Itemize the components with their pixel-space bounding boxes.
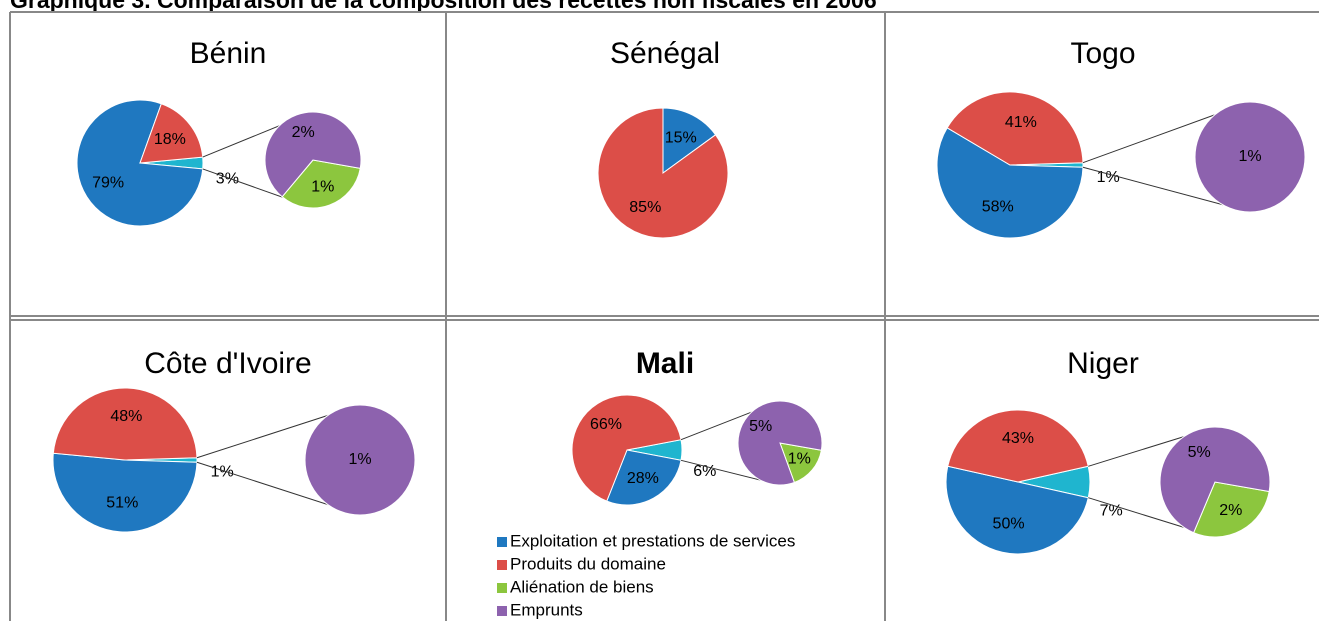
data-label: 6%	[693, 463, 716, 480]
data-label: 50%	[993, 515, 1025, 532]
data-label: 58%	[982, 198, 1014, 215]
data-label: 85%	[629, 199, 661, 216]
pie-slice	[945, 465, 1089, 555]
panel-grid	[9, 11, 1319, 621]
pie-slice	[52, 387, 198, 461]
data-label: 3%	[216, 171, 239, 188]
pie-slice	[947, 409, 1089, 483]
data-label: 5%	[1188, 444, 1211, 461]
pie-slice	[606, 449, 682, 506]
data-label: 1%	[1097, 169, 1120, 186]
data-label: 41%	[1005, 114, 1037, 131]
pie-slice	[281, 159, 361, 209]
pie-slice	[1159, 426, 1271, 534]
pie-slice	[737, 400, 823, 486]
data-label: 66%	[590, 416, 622, 433]
data-label: 1%	[211, 464, 234, 481]
data-label: 15%	[665, 129, 697, 146]
pie-slice	[139, 103, 204, 164]
data-label: 2%	[1219, 502, 1242, 519]
pie-slice	[571, 394, 682, 502]
pie-slice	[304, 404, 416, 516]
legend-swatch	[497, 537, 507, 547]
data-label: 1%	[788, 450, 811, 467]
pie-slice	[1194, 101, 1306, 213]
pie-slice	[936, 127, 1084, 239]
chart-title: Sénégal	[610, 37, 720, 70]
pie-slice	[946, 91, 1084, 166]
data-label: 2%	[292, 124, 315, 141]
legend-swatch	[497, 560, 507, 570]
pie-slice	[264, 111, 362, 198]
chart-title: Mali	[636, 347, 694, 380]
legend-label: Exploitation et prestations de services	[510, 531, 795, 550]
data-label: 43%	[1002, 430, 1034, 447]
legend-label: Aliénation de biens	[510, 577, 654, 596]
data-label: 79%	[92, 174, 124, 191]
legend-swatch	[497, 583, 507, 593]
legend-label: Emprunts	[510, 600, 583, 619]
chart-title: Togo	[1070, 37, 1135, 70]
data-label: 28%	[627, 470, 659, 487]
data-label: 1%	[1238, 148, 1261, 165]
data-label: 48%	[110, 408, 142, 425]
chart-title: Bénin	[190, 37, 267, 70]
pie-slice	[1192, 481, 1270, 538]
pie-slice	[779, 442, 822, 484]
data-label: 51%	[106, 494, 138, 511]
data-label: 5%	[749, 418, 772, 435]
chart-title: Côte d'Ivoire	[144, 347, 311, 380]
pie-slice	[52, 452, 198, 533]
figure-title: Graphique 3. Comparaison de la compositi…	[10, 0, 877, 13]
pie-slice	[662, 107, 717, 174]
chart-title: Niger	[1067, 347, 1139, 380]
legend-swatch	[497, 606, 507, 616]
data-label: 18%	[154, 131, 186, 148]
pie-slice	[597, 107, 729, 239]
legend-label: Produits du domaine	[510, 554, 666, 573]
data-label: 1%	[348, 451, 371, 468]
data-label: 1%	[311, 178, 334, 195]
